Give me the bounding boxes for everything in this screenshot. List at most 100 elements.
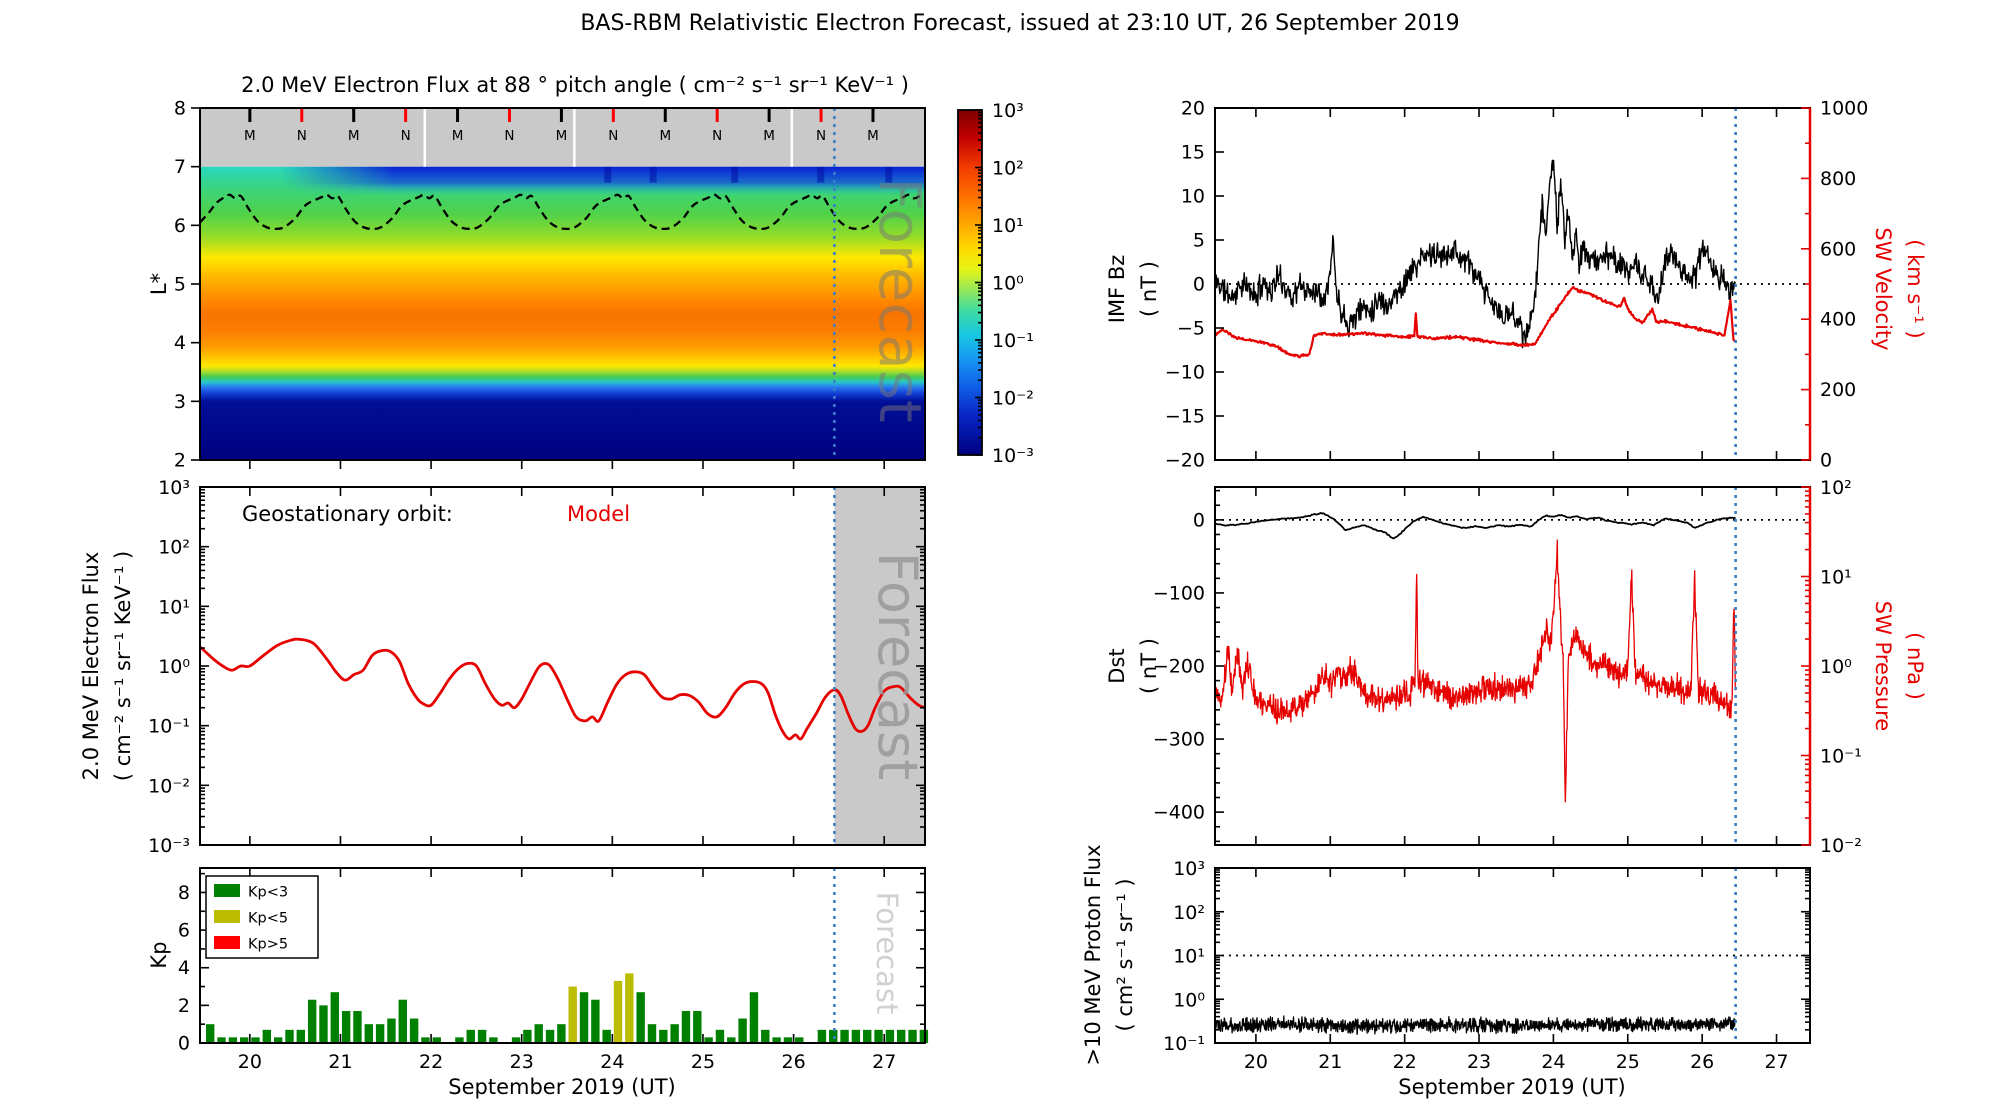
imf-ytick-label: 10 — [1181, 186, 1205, 208]
imf-ytick-label: −10 — [1165, 362, 1205, 384]
kp-ytick-label: 2 — [178, 995, 190, 1017]
spectrogram-heatmap — [200, 166, 925, 460]
pressure-tick-label: 10² — [1820, 477, 1852, 499]
colorbar-tick-label: 10³ — [992, 100, 1024, 122]
spectrogram-streak — [604, 166, 612, 183]
kp-bar — [908, 1029, 917, 1043]
kp-bar — [285, 1029, 294, 1043]
xlabel-left: September 2019 (UT) — [448, 1075, 675, 1099]
kp-bar — [489, 1037, 498, 1043]
kp-bar — [545, 1029, 555, 1043]
kp-bar — [591, 999, 600, 1043]
kp-bar — [296, 1029, 306, 1043]
flux-ytick-label: 10⁻³ — [148, 835, 190, 857]
spectrogram-ytick-label: 5 — [174, 274, 186, 296]
imf-ytick-label: −15 — [1165, 406, 1205, 428]
kp-bar — [273, 1037, 283, 1043]
satellite-label: M — [348, 128, 360, 144]
imf-ytick-label: −20 — [1165, 450, 1205, 472]
dst-line — [1215, 512, 1736, 540]
data-gap-line — [573, 109, 576, 167]
dst-ytick-label: 0 — [1193, 509, 1205, 531]
colorbar-tick-label: 10⁻³ — [992, 445, 1034, 467]
kp-bar — [897, 1029, 906, 1043]
xtick-label: 27 — [872, 1051, 896, 1073]
velocity-tick-label: 600 — [1820, 238, 1856, 260]
imf-bz-line — [1215, 159, 1737, 349]
kp-legend-label: Kp<5 — [248, 911, 288, 927]
satellite-label: M — [763, 128, 775, 144]
imf-ytick-label: 5 — [1193, 230, 1205, 252]
xtick-label: 25 — [1616, 1051, 1640, 1073]
kp-bar — [727, 1037, 736, 1043]
kp-bar — [647, 1024, 657, 1043]
imf-ytick-label: 0 — [1193, 274, 1205, 296]
flux-ytick-label: 10⁻¹ — [148, 716, 190, 738]
xlabel-right: September 2019 (UT) — [1398, 1075, 1625, 1099]
kp-bar — [817, 1029, 827, 1043]
geo-orbit-annotation: Geostationary orbit: — [242, 502, 453, 526]
kp-bar — [511, 1037, 521, 1043]
flux-ylabel-line2: ( cm⁻² s⁻¹ sr⁻¹ KeV⁻¹ ) — [111, 551, 135, 781]
satellite-label: M — [867, 128, 879, 144]
xtick-label: 26 — [1690, 1051, 1714, 1073]
drift-shell-line — [200, 193, 921, 231]
xtick-label: 21 — [328, 1051, 352, 1073]
kp-legend-label: Kp<3 — [248, 885, 288, 901]
kp-bar — [874, 1029, 883, 1043]
flux-frame — [199, 486, 926, 846]
kp-ylabel: Kp — [147, 941, 171, 968]
flux-ytick-label: 10¹ — [158, 596, 190, 618]
kp-bar — [557, 1024, 566, 1043]
dst-ytick-label: −200 — [1153, 656, 1205, 678]
kp-bar — [625, 973, 634, 1043]
xtick-label: 24 — [1541, 1051, 1565, 1073]
pressure-label-line2: ( nPa ) — [1903, 632, 1927, 700]
spectrogram-ytick-label: 4 — [174, 332, 186, 354]
kp-ytick-label: 4 — [178, 957, 190, 979]
kp-bar — [602, 1029, 611, 1043]
spectrogram-ytick-label: 7 — [174, 156, 186, 178]
dst-ytick-label: −400 — [1153, 802, 1205, 824]
kp-bar — [659, 1029, 668, 1043]
kp-bar — [693, 1011, 702, 1043]
kp-bar — [228, 1037, 238, 1043]
pressure-tick-label: 10⁰ — [1820, 656, 1852, 678]
imf-ytick-label: 15 — [1181, 142, 1205, 164]
spectrogram-ylabel: L* — [147, 273, 171, 295]
kp-bar — [579, 992, 589, 1043]
kp-bar — [432, 1037, 441, 1043]
proton-ytick-label: 10⁰ — [1173, 989, 1205, 1011]
model-flux-line — [200, 637, 925, 741]
kp-bar — [840, 1029, 849, 1043]
xtick-label: 24 — [600, 1051, 624, 1073]
satellite-label: M — [556, 128, 568, 144]
imf-ytick-label: 20 — [1181, 98, 1205, 120]
kp-legend-swatch — [214, 884, 240, 897]
forecast-watermark-flux: Forecast — [866, 552, 929, 781]
spectrogram-streak — [817, 166, 825, 183]
kp-bar — [375, 1024, 385, 1043]
velocity-tick-label: 400 — [1820, 309, 1856, 331]
kp-bar — [761, 1029, 770, 1043]
proton-ylabel-line2: ( cm² s⁻¹ sr⁻¹ ) — [1113, 878, 1137, 1031]
spectrogram-ytick-label: 2 — [174, 450, 186, 472]
velocity-tick-label: 1000 — [1820, 98, 1868, 120]
kp-bar — [341, 1011, 351, 1043]
kp-bar — [364, 1024, 373, 1043]
satellite-label: N — [401, 128, 411, 144]
colorbar-tick-label: 10⁰ — [992, 273, 1024, 295]
kp-bar — [919, 1029, 929, 1043]
satellite-label: M — [452, 128, 464, 144]
kp-bar — [613, 980, 623, 1043]
satellite-label: N — [816, 128, 826, 144]
forecast-shaded-region — [834, 487, 925, 845]
pressure-tick-label: 10¹ — [1820, 567, 1852, 589]
kp-bar — [863, 1029, 872, 1043]
proton-ytick-label: 10² — [1173, 902, 1205, 924]
model-series-label: Model — [567, 502, 630, 526]
kp-frame — [199, 867, 926, 1044]
kp-bar — [466, 1029, 475, 1043]
